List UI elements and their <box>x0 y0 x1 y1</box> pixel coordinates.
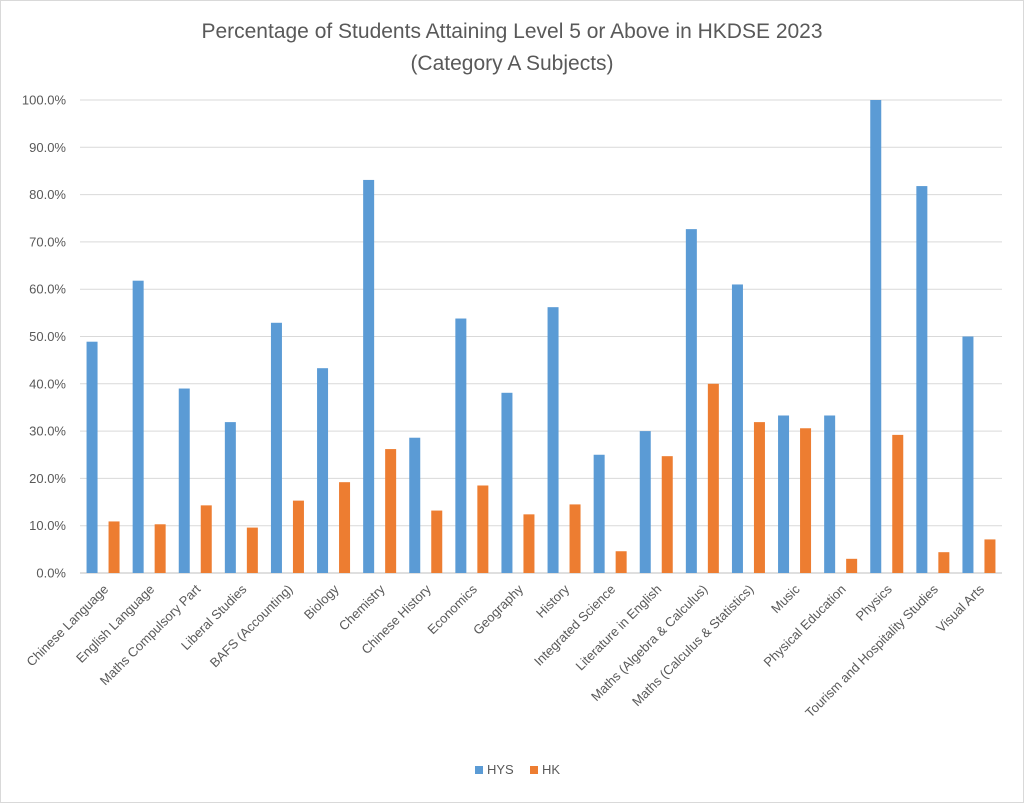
x-tick-label: Music <box>768 581 803 616</box>
bar-hk <box>431 510 443 573</box>
gridlines <box>80 99 1002 574</box>
bar-hys <box>731 284 743 573</box>
bar-hys <box>224 422 236 573</box>
x-tick-label: Visual Arts <box>933 581 987 635</box>
y-tick-label: 10.0% <box>29 518 66 533</box>
legend-label-hk: HK <box>542 762 560 777</box>
bar-hys <box>639 431 651 573</box>
x-tick-label: Integrated Science <box>531 582 618 669</box>
bar-hys <box>178 388 190 573</box>
bar-hys <box>317 368 329 573</box>
bar-hys <box>962 336 974 573</box>
bar-hys <box>132 280 144 573</box>
bar-hk <box>246 527 258 573</box>
chart-subtitle: (Category A Subjects) <box>410 52 613 75</box>
bar-hk <box>661 456 673 573</box>
y-tick-label: 50.0% <box>29 329 66 344</box>
x-tick-label: Literature in English <box>573 582 665 674</box>
bar-hys <box>270 322 282 573</box>
x-tick-label: Physics <box>853 581 896 624</box>
y-axis-ticks: 0.0% 10.0% 20.0% 30.0% 40.0% 50.0% 60.0% 70.0% 8… <box>22 93 67 581</box>
bar-hk <box>339 482 351 573</box>
y-tick-label: 90.0% <box>29 140 66 155</box>
bar-hk <box>385 449 397 573</box>
bar-hk <box>569 504 581 573</box>
bar-hys <box>870 100 882 573</box>
bar-hk <box>292 500 304 573</box>
bar-hys <box>547 307 559 573</box>
x-tick-label: Geography <box>470 581 526 637</box>
bar-hk <box>154 524 166 573</box>
bar-hys <box>916 186 928 573</box>
y-tick-label: 30.0% <box>29 424 66 439</box>
bar-hys <box>86 341 98 573</box>
y-tick-label: 20.0% <box>29 471 66 486</box>
legend-label-hys: HYS <box>487 762 514 777</box>
x-tick-label: Physical Education <box>760 582 848 670</box>
bar-hk <box>938 552 950 573</box>
bar-hys <box>593 454 605 573</box>
bar-hys <box>455 318 467 573</box>
legend-swatch-hys <box>475 766 483 774</box>
y-tick-label: 80.0% <box>29 187 66 202</box>
y-tick-label: 40.0% <box>29 376 66 391</box>
bar-hk <box>477 485 489 573</box>
y-tick-label: 60.0% <box>29 282 66 297</box>
y-tick-label: 0.0% <box>36 566 66 581</box>
bar-hk <box>108 521 120 573</box>
x-tick-label: BAFS (Accounting) <box>207 582 296 671</box>
bar-hk <box>753 422 765 573</box>
legend-swatch-hk <box>530 766 538 774</box>
bar-hk <box>615 551 627 573</box>
x-tick-label: Chinese Language <box>23 582 111 670</box>
bar-hys <box>501 392 513 573</box>
bar-hk <box>523 514 535 573</box>
bar-hk <box>846 558 858 573</box>
bar-hys <box>363 179 375 573</box>
x-tick-label: History <box>533 581 573 621</box>
y-tick-label: 70.0% <box>29 234 66 249</box>
bar-hk <box>892 434 904 573</box>
bar-hys <box>778 415 790 573</box>
bar-hk <box>707 383 719 573</box>
x-tick-label: English Language <box>73 582 157 666</box>
bar-hys <box>824 415 836 573</box>
bar-hys <box>409 437 421 573</box>
bar-hk <box>800 428 812 573</box>
y-tick-label: 100.0% <box>22 93 67 108</box>
legend: HYS HK <box>475 762 560 777</box>
bar-hk <box>200 505 212 573</box>
x-tick-label: Biology <box>301 581 342 622</box>
chart-title: Percentage of Students Attaining Level 5… <box>201 20 822 43</box>
bar-hk <box>984 539 996 573</box>
bar-hys <box>685 229 697 573</box>
bars <box>86 100 996 573</box>
